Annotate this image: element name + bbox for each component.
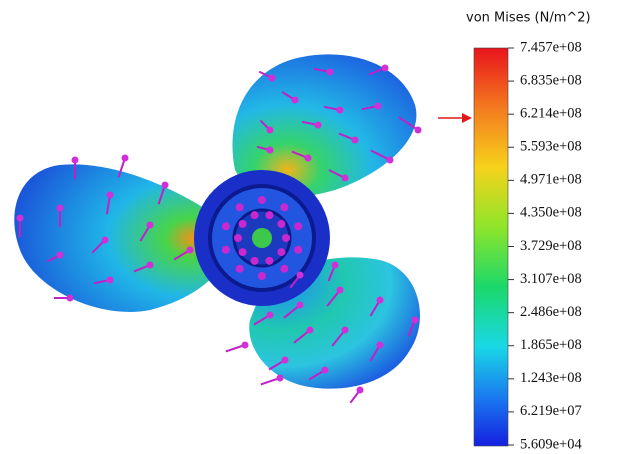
load-head bbox=[147, 222, 154, 229]
blade bbox=[14, 164, 225, 312]
bolt bbox=[222, 222, 230, 230]
bolt bbox=[234, 234, 242, 242]
bolt bbox=[265, 257, 273, 265]
tick-label: 5.593e+08 bbox=[520, 139, 582, 155]
bolt bbox=[277, 248, 285, 256]
bolt bbox=[239, 248, 247, 256]
bolt bbox=[239, 220, 247, 228]
bolt bbox=[236, 265, 244, 273]
load-head bbox=[57, 252, 64, 259]
page: von Mises (N/m^2) 7.457e+08 6.835e+08 6.21… bbox=[0, 0, 631, 454]
load-head bbox=[162, 182, 169, 189]
load-head bbox=[267, 312, 274, 319]
tick-label: 6.835e+08 bbox=[520, 72, 582, 88]
load-head bbox=[267, 127, 274, 134]
tick-label: 1.865e+08 bbox=[520, 337, 582, 353]
load-head bbox=[102, 237, 109, 244]
load-head bbox=[387, 157, 394, 164]
bolt bbox=[222, 246, 230, 254]
load-head bbox=[377, 342, 384, 349]
load-head bbox=[187, 247, 194, 254]
load-head bbox=[17, 215, 24, 222]
tick-label: 6.214e+08 bbox=[520, 105, 582, 121]
load-head bbox=[107, 192, 114, 199]
load-head bbox=[322, 367, 329, 374]
tick-label: 5.609e+04 bbox=[520, 436, 582, 452]
load-head bbox=[342, 175, 349, 182]
load-head bbox=[269, 75, 276, 82]
tick-label: 6.219e+07 bbox=[520, 403, 582, 419]
load-head bbox=[107, 277, 114, 284]
legend-title: von Mises (N/m^2) bbox=[466, 11, 591, 26]
load-head bbox=[67, 295, 74, 302]
tick-label: 1.243e+08 bbox=[520, 370, 582, 386]
tick-label: 4.971e+08 bbox=[520, 172, 582, 188]
load-head bbox=[292, 97, 299, 104]
bolt bbox=[294, 246, 302, 254]
bolt bbox=[280, 265, 288, 273]
load-head bbox=[382, 65, 389, 72]
load-head bbox=[297, 302, 304, 309]
bolt bbox=[265, 211, 273, 219]
bolt bbox=[258, 196, 266, 204]
load-head bbox=[305, 155, 312, 162]
load-head bbox=[277, 375, 284, 382]
tick-label: 3.107e+08 bbox=[520, 271, 582, 287]
load-head bbox=[375, 103, 382, 110]
load-head bbox=[352, 137, 359, 144]
load-head bbox=[412, 317, 419, 324]
tick-label: 2.486e+08 bbox=[520, 304, 582, 320]
tick-label: 4.350e+08 bbox=[520, 205, 582, 221]
bolt bbox=[236, 203, 244, 211]
load-head bbox=[122, 155, 129, 162]
load-head bbox=[147, 262, 154, 269]
load-head bbox=[242, 342, 249, 349]
load-head bbox=[377, 297, 384, 304]
load-head bbox=[342, 327, 349, 334]
colorbar bbox=[474, 48, 508, 446]
pointer bbox=[438, 113, 472, 123]
hub-core bbox=[252, 228, 272, 248]
load-head bbox=[282, 357, 289, 364]
bolt bbox=[251, 211, 259, 219]
load-head bbox=[267, 147, 274, 154]
load-head bbox=[57, 205, 64, 212]
load-head bbox=[337, 107, 344, 114]
bolt bbox=[280, 203, 288, 211]
bolt bbox=[294, 222, 302, 230]
load-head bbox=[327, 69, 334, 76]
load-head bbox=[315, 122, 322, 129]
bolt bbox=[282, 234, 290, 242]
load-head bbox=[415, 127, 422, 134]
load-head bbox=[357, 387, 364, 394]
load-head bbox=[332, 262, 339, 269]
bolt bbox=[251, 257, 259, 265]
load-head bbox=[72, 157, 79, 164]
load-head bbox=[307, 327, 314, 334]
fea-view: von Mises (N/m^2) 7.457e+08 6.835e+08 6.21… bbox=[0, 0, 631, 454]
bolt bbox=[258, 272, 266, 280]
tick-label: 3.729e+08 bbox=[520, 238, 582, 254]
load-head bbox=[297, 272, 304, 279]
load-head bbox=[337, 287, 344, 294]
tick-label: 7.457e+08 bbox=[520, 39, 582, 55]
bolt bbox=[277, 220, 285, 228]
